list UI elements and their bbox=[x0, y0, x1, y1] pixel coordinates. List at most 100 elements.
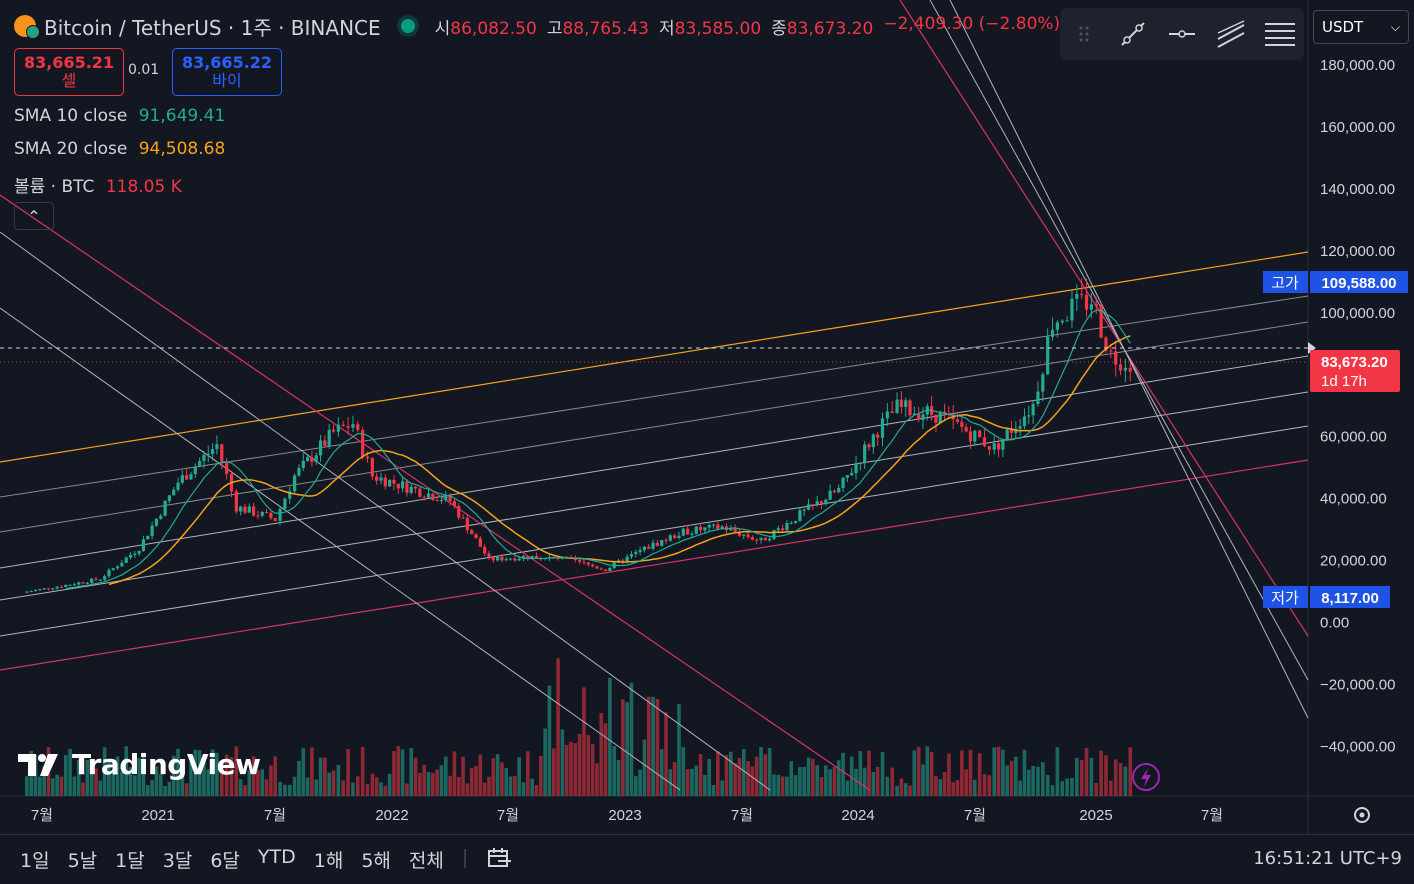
volume-bar bbox=[405, 783, 409, 796]
candle bbox=[1094, 304, 1098, 307]
trend-line[interactable] bbox=[0, 459, 1309, 671]
time-tick: 7월 bbox=[1201, 807, 1223, 824]
settings-gear-icon[interactable] bbox=[1354, 807, 1370, 823]
drag-handle-icon[interactable] bbox=[1066, 16, 1102, 52]
period-1d[interactable]: 1일 bbox=[20, 850, 50, 872]
volume-bar bbox=[798, 766, 802, 796]
volume-bar bbox=[836, 760, 841, 796]
parallel-channel-icon[interactable] bbox=[1213, 16, 1249, 52]
horizontal-ray-icon[interactable] bbox=[1164, 16, 1200, 52]
sell-label: 셀 bbox=[61, 71, 77, 90]
candle bbox=[660, 539, 664, 546]
candle bbox=[150, 525, 154, 536]
volume-bar bbox=[716, 751, 720, 796]
trend-line[interactable] bbox=[0, 194, 871, 791]
candle bbox=[33, 589, 38, 592]
period-3m[interactable]: 3달 bbox=[162, 850, 193, 872]
buy-button[interactable]: 83,665.22 바이 bbox=[172, 48, 282, 96]
volume-bar bbox=[672, 762, 677, 796]
volume-bar bbox=[176, 748, 180, 796]
period-1y[interactable]: 1해 bbox=[313, 850, 344, 872]
volume-bar bbox=[560, 729, 565, 796]
candle bbox=[694, 526, 698, 534]
symbol-title[interactable]: Bitcoin / TetherUS · 1주 · BINANCE bbox=[44, 15, 381, 40]
period-ytd[interactable]: YTD bbox=[257, 846, 296, 868]
candle bbox=[968, 431, 973, 442]
trend-line[interactable] bbox=[0, 391, 1309, 601]
indicator-volume[interactable]: 볼륨 · BTC 118.05 K bbox=[14, 172, 182, 197]
indicator-sma20[interactable]: SMA 20 close 94,508.68 bbox=[14, 139, 225, 159]
volume-bar bbox=[1045, 775, 1050, 796]
date-range-icon[interactable] bbox=[486, 846, 512, 875]
period-5y[interactable]: 5해 bbox=[361, 850, 391, 872]
period-6m[interactable]: 6달 bbox=[210, 850, 240, 872]
candle bbox=[361, 429, 365, 457]
candle bbox=[59, 586, 64, 588]
ohlc-label: 종 bbox=[771, 18, 787, 39]
candle bbox=[681, 528, 685, 536]
candle bbox=[29, 591, 33, 593]
sell-button[interactable]: 83,665.21 셀 bbox=[14, 48, 124, 96]
candle bbox=[176, 482, 180, 490]
candle bbox=[396, 483, 400, 489]
candle bbox=[365, 456, 370, 459]
period-all[interactable]: 전체 bbox=[408, 850, 444, 872]
trend-line[interactable] bbox=[0, 355, 1309, 569]
volume-bar bbox=[759, 747, 763, 796]
candle bbox=[409, 486, 413, 493]
candle bbox=[474, 534, 478, 539]
spread-value: 0.01 bbox=[128, 62, 160, 78]
volume-bar bbox=[370, 773, 375, 796]
candle bbox=[895, 399, 899, 414]
trend-line[interactable] bbox=[0, 321, 1309, 533]
volume-bar bbox=[982, 774, 987, 796]
volume-bar bbox=[331, 770, 336, 796]
trend-line-icon[interactable] bbox=[1115, 16, 1151, 52]
candle bbox=[858, 462, 862, 464]
candle bbox=[487, 553, 491, 557]
candle bbox=[256, 515, 260, 517]
candle bbox=[781, 528, 785, 531]
indicator-sma10[interactable]: SMA 10 close 91,649.41 bbox=[14, 106, 225, 126]
volume-bar bbox=[925, 746, 930, 796]
candle bbox=[908, 400, 912, 416]
trend-line[interactable] bbox=[899, 0, 1309, 637]
candle bbox=[301, 460, 305, 468]
lightning-icon[interactable] bbox=[1132, 763, 1160, 791]
volume-bar bbox=[1104, 755, 1108, 796]
volume-bar bbox=[938, 779, 943, 796]
low-label: 저가 bbox=[1271, 590, 1299, 607]
trend-line[interactable] bbox=[949, 0, 1309, 719]
collapse-legend-button[interactable]: ⌃ bbox=[14, 202, 54, 230]
volume-bar bbox=[698, 754, 703, 796]
volume-bar bbox=[1041, 762, 1045, 796]
volume-bar bbox=[508, 776, 513, 796]
trend-line[interactable] bbox=[0, 425, 1309, 637]
volume-bar bbox=[806, 757, 811, 796]
currency-select[interactable]: USDT ⌵ bbox=[1313, 10, 1409, 44]
volume-bar bbox=[1128, 747, 1133, 796]
price-tick: 40,000.00 bbox=[1320, 491, 1387, 508]
volume-bar bbox=[526, 751, 530, 796]
candle bbox=[573, 558, 577, 560]
time-tick: 7월 bbox=[31, 807, 53, 824]
ohlc-label: 시 bbox=[434, 18, 451, 39]
market-status-icon[interactable] bbox=[400, 19, 415, 33]
candle bbox=[38, 589, 42, 591]
trend-line[interactable] bbox=[0, 231, 771, 791]
period-1m[interactable]: 1달 bbox=[115, 850, 145, 872]
candle bbox=[115, 566, 120, 569]
candle bbox=[413, 486, 418, 489]
period-5d[interactable]: 5날 bbox=[67, 850, 98, 872]
volume-bar bbox=[336, 764, 341, 796]
candle bbox=[917, 413, 921, 420]
volume-bar bbox=[1009, 760, 1014, 796]
candle bbox=[912, 413, 916, 416]
candle bbox=[314, 455, 318, 463]
volume-bar bbox=[85, 760, 90, 796]
fib-lines-icon[interactable] bbox=[1262, 16, 1298, 52]
volume-bar bbox=[278, 781, 282, 796]
clock[interactable]: 16:51:21 UTC+9 bbox=[1253, 848, 1402, 869]
trend-line[interactable] bbox=[0, 307, 681, 791]
